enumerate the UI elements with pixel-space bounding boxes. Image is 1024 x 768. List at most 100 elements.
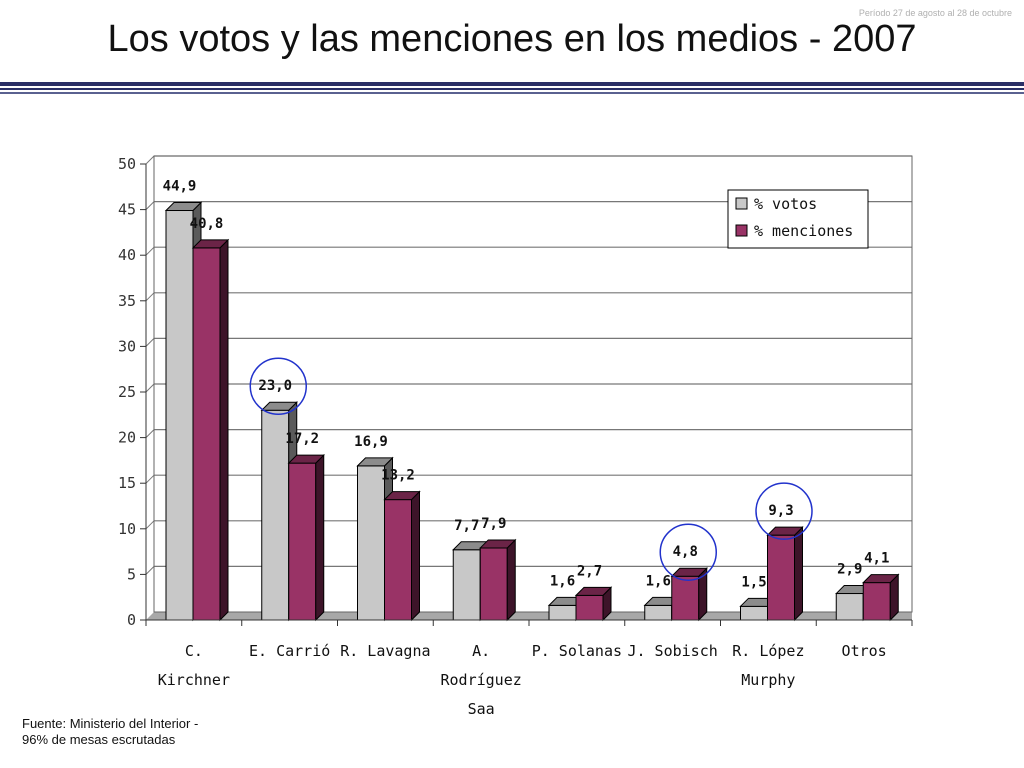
bar-menciones-3-side — [506, 538, 516, 622]
bar-votos-3-front — [452, 549, 481, 621]
data-label-votos-4: 1,6 — [550, 573, 575, 589]
data-label-menciones-5: 4,8 — [673, 544, 698, 560]
data-label-menciones-1: 17,2 — [285, 431, 319, 447]
highlight-circle-1-6 — [755, 482, 813, 540]
bar-menciones-2 — [383, 490, 421, 622]
x-category-label-6: Murphy — [741, 671, 795, 689]
data-label-votos-2: 16,9 — [354, 434, 388, 450]
x-category-label-3: Saa — [468, 700, 495, 718]
bar-votos-4-front — [548, 604, 577, 621]
gridline-depth — [145, 383, 155, 393]
x-category-label-7: Otros — [842, 642, 887, 660]
bar-votos-0-top — [164, 202, 203, 212]
gridline-depth — [145, 520, 155, 530]
x-category-label-0: Kirchner — [158, 671, 230, 689]
data-label-votos-0: 44,9 — [163, 179, 197, 195]
bar-menciones-4-top — [574, 586, 613, 596]
highlight-circle-1-5 — [659, 523, 717, 581]
bar-menciones-5 — [670, 567, 708, 622]
bar-menciones-1-top — [287, 454, 325, 464]
x-category-label-4: P. Solanas — [532, 642, 622, 660]
bar-votos-7-front — [835, 593, 864, 621]
x-category-label-6: R. López — [732, 642, 804, 660]
bar-menciones-0-front — [192, 247, 221, 621]
chart-floor — [146, 612, 912, 620]
axes: 0 5 10 15 20 25 30 35 40 45 50 C. Kirchner E. Carrió R… — [118, 155, 913, 718]
gridline-depth — [145, 338, 155, 347]
gridline-depth — [145, 566, 155, 575]
x-category-label-3: A. — [472, 642, 490, 660]
legend-swatch-0 — [735, 197, 748, 210]
data-label-votos-6: 1,5 — [741, 574, 766, 590]
bar-menciones-0 — [191, 238, 230, 622]
bars — [164, 201, 900, 622]
bar-menciones-4 — [574, 586, 613, 622]
bar-menciones-7-front — [862, 582, 891, 621]
x-category-label-3: Rodríguez — [440, 671, 521, 689]
data-labels: 44,9 23,0 16,9 7,7 1,6 1,6 1,5 2,9 40,8 17,2 13,2 7… — [163, 179, 890, 591]
y-tick-label: 45 — [118, 201, 136, 219]
bar-votos-1 — [260, 401, 298, 622]
period-note: Período 27 de agosto al 28 de octubre — [858, 8, 1012, 18]
data-label-menciones-7: 4,1 — [864, 551, 889, 567]
y-tick-label: 40 — [118, 246, 136, 264]
legend-box — [727, 189, 869, 249]
bar-menciones-1 — [287, 453, 325, 622]
bar-menciones-7 — [862, 573, 900, 622]
bar-menciones-7-top — [862, 574, 900, 584]
y-tick-label: 10 — [118, 520, 136, 538]
bar-votos-5-front — [644, 604, 673, 621]
data-label-votos-1: 23,0 — [258, 378, 292, 394]
data-label-menciones-0: 40,8 — [190, 216, 224, 232]
bar-votos-1-top — [260, 401, 298, 411]
y-tick-label: 15 — [118, 474, 136, 492]
data-label-votos-7: 2,9 — [837, 562, 862, 578]
x-category-label-5: J. Sobisch — [627, 642, 717, 660]
highlight-circles — [249, 357, 813, 581]
gridline-depth — [145, 201, 155, 210]
bar-votos-2-top — [356, 457, 394, 467]
legend: % votos % menciones — [727, 189, 869, 249]
highlight-circle-0-1 — [249, 357, 307, 415]
y-tick-label: 30 — [118, 337, 136, 355]
bar-menciones-3 — [479, 538, 517, 622]
bar-votos-0-front — [165, 210, 194, 621]
data-label-votos-3: 7,7 — [454, 518, 479, 534]
data-label-menciones-3: 7,9 — [481, 516, 506, 532]
bar-menciones-1-side — [315, 453, 325, 622]
legend-swatch-1 — [735, 224, 748, 237]
x-category-label-1: E. Carrió — [249, 642, 330, 660]
data-label-menciones-4: 2,7 — [577, 563, 602, 579]
y-tick-label: 25 — [118, 383, 136, 401]
x-category-label-0: C. — [185, 642, 203, 660]
bar-menciones-1-front — [288, 462, 317, 621]
gridline-depth — [145, 292, 155, 302]
gridline-depth — [145, 474, 155, 484]
data-label-menciones-6: 9,3 — [768, 503, 793, 519]
bar-menciones-4-front — [575, 594, 604, 621]
plot-wall — [153, 155, 913, 613]
gridline-depth — [145, 155, 155, 165]
data-label-votos-5: 1,6 — [646, 573, 671, 589]
bar-menciones-2-top — [383, 491, 421, 501]
legend-label-1: % menciones — [754, 222, 853, 240]
legend-label-0: % votos — [754, 195, 817, 213]
source-note: Fuente: Ministerio del Interior - 96% de… — [22, 716, 199, 747]
bar-menciones-3-top — [479, 539, 517, 549]
bar-menciones-2-front — [384, 499, 412, 621]
slide-title: Los votos y las menciones en los medios … — [107, 18, 917, 60]
bar-menciones-6-top — [766, 526, 804, 536]
bar-menciones-0-side — [219, 238, 229, 622]
y-tick-label: 5 — [127, 565, 136, 583]
bar-menciones-5-top — [670, 567, 708, 577]
data-label-menciones-2: 13,2 — [381, 468, 415, 484]
bar-menciones-3-front — [479, 547, 508, 621]
y-tick-label: 0 — [127, 611, 136, 629]
y-tick-label: 50 — [118, 155, 136, 173]
title-divider — [0, 82, 1024, 94]
bar-menciones-6 — [766, 525, 804, 622]
bar-menciones-6-front — [767, 534, 795, 621]
bar-menciones-5-front — [671, 575, 700, 621]
y-tick-label: 35 — [118, 292, 136, 310]
